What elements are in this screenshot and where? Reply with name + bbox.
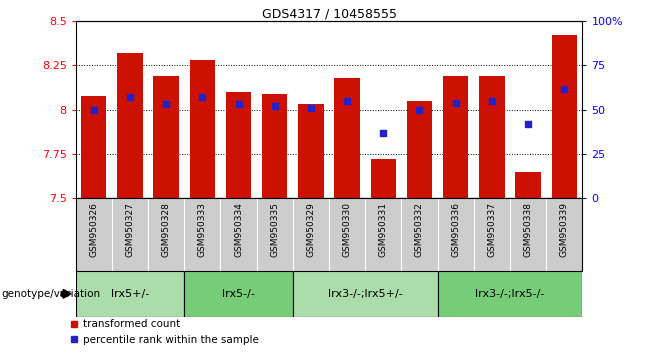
Text: genotype/variation: genotype/variation — [1, 289, 101, 299]
Point — [378, 130, 388, 136]
Bar — [190, 60, 215, 198]
Bar — [438, 271, 582, 317]
Point — [342, 98, 353, 104]
Point — [559, 86, 570, 91]
Text: lrx3-/-;lrx5-/-: lrx3-/-;lrx5-/- — [475, 289, 545, 299]
Point — [88, 107, 99, 113]
Bar — [407, 101, 432, 198]
Text: GSM950326: GSM950326 — [89, 202, 98, 257]
Bar — [370, 159, 396, 198]
Point — [450, 100, 461, 105]
Bar — [515, 172, 541, 198]
Bar — [262, 94, 288, 198]
Bar — [298, 104, 324, 198]
Text: GSM950332: GSM950332 — [415, 202, 424, 257]
Text: GSM950333: GSM950333 — [198, 202, 207, 257]
Bar — [76, 271, 184, 317]
Bar — [81, 96, 107, 198]
Text: GSM950328: GSM950328 — [162, 202, 170, 257]
Bar — [293, 271, 438, 317]
Point — [522, 121, 533, 127]
Text: GSM950329: GSM950329 — [307, 202, 315, 257]
Bar — [334, 78, 360, 198]
Legend: transformed count, percentile rank within the sample: transformed count, percentile rank withi… — [64, 315, 263, 349]
Point — [270, 103, 280, 109]
Bar — [184, 271, 293, 317]
Point — [197, 95, 207, 100]
Bar — [551, 35, 577, 198]
Text: lrx5+/-: lrx5+/- — [111, 289, 149, 299]
Text: lrx3-/-;lrx5+/-: lrx3-/-;lrx5+/- — [328, 289, 403, 299]
Point — [415, 107, 425, 113]
Point — [486, 98, 497, 104]
Text: GSM950337: GSM950337 — [488, 202, 496, 257]
Title: GDS4317 / 10458555: GDS4317 / 10458555 — [261, 7, 397, 20]
Text: GSM950339: GSM950339 — [560, 202, 569, 257]
Text: GSM950330: GSM950330 — [343, 202, 351, 257]
Point — [161, 102, 171, 107]
Text: GSM950338: GSM950338 — [524, 202, 532, 257]
Text: GSM950327: GSM950327 — [126, 202, 134, 257]
Point — [305, 105, 316, 111]
Point — [233, 102, 243, 107]
Bar — [153, 76, 179, 198]
Text: GSM950335: GSM950335 — [270, 202, 279, 257]
Bar — [117, 53, 143, 198]
Text: GSM950336: GSM950336 — [451, 202, 460, 257]
Bar — [479, 76, 505, 198]
Point — [124, 95, 136, 100]
Bar — [443, 76, 468, 198]
Text: GSM950334: GSM950334 — [234, 202, 243, 257]
Text: lrx5-/-: lrx5-/- — [222, 289, 255, 299]
Bar — [226, 92, 251, 198]
Text: GSM950331: GSM950331 — [379, 202, 388, 257]
